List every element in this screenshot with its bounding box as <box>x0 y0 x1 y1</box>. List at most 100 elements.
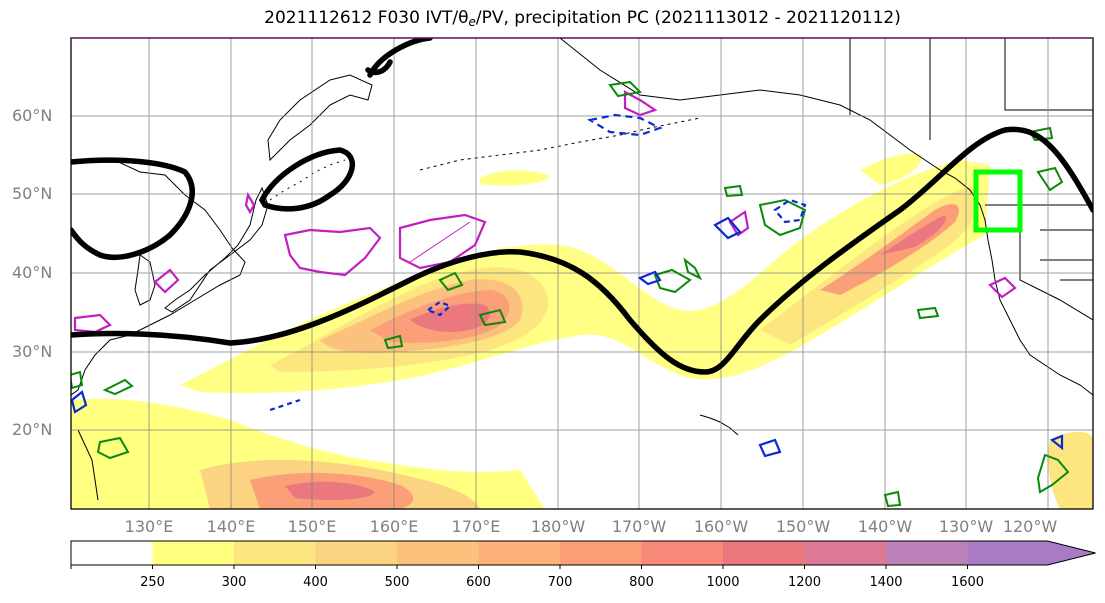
lat-label: 20°N <box>12 420 53 439</box>
pv-contour <box>71 390 88 414</box>
kamchatka <box>267 74 373 162</box>
canada-inner <box>849 38 1093 140</box>
colorbar-cell <box>886 541 968 565</box>
pv-contour <box>683 257 703 281</box>
colorbar-tick-label: 1400 <box>869 575 903 590</box>
ivt-southeast <box>1048 431 1093 509</box>
colorbar-tick-label: 700 <box>547 575 573 590</box>
pv-contour-dashed <box>773 198 807 224</box>
lon-label: 180°W <box>530 517 586 536</box>
lon-label: 150°E <box>287 517 337 536</box>
colorbar-tick-label: 1000 <box>706 575 740 590</box>
pv-contour <box>653 268 692 294</box>
colorbar-cell <box>478 541 561 565</box>
ivt-east-700 <box>880 215 946 255</box>
colorbar-tick-label: 800 <box>629 575 654 590</box>
theta-e-contour <box>988 276 1017 299</box>
pv-contours-positive <box>71 80 1070 508</box>
jet-north-contour <box>71 157 195 261</box>
pv-contour <box>1036 453 1070 494</box>
pv-contour <box>96 436 130 460</box>
lon-label: 160°E <box>369 517 419 536</box>
lon-label: 120°W <box>1002 517 1058 536</box>
kuril-chain <box>269 159 346 201</box>
pv-contour-dashed <box>586 113 663 137</box>
pv-contour <box>637 270 662 286</box>
pv-contour <box>438 271 464 292</box>
colorbar-tick-label: 300 <box>221 575 247 590</box>
theta-e-contour <box>623 90 658 117</box>
pv-contour <box>608 80 643 98</box>
colorbar-tick-label: 600 <box>466 575 491 590</box>
lat-label: 30°N <box>12 342 53 361</box>
pv-contour <box>102 378 134 396</box>
pv-contour <box>1028 126 1054 142</box>
colorbar-cell <box>641 541 724 565</box>
lon-label: 140°E <box>206 517 256 536</box>
pv-contour <box>758 198 807 237</box>
theta-e-contour <box>244 191 256 215</box>
jet-arctic-contour <box>365 38 433 78</box>
jet-main-contour <box>71 126 1093 375</box>
colorbar-cell <box>234 541 316 565</box>
pv-contour <box>1049 434 1064 451</box>
colorbar-tick-label: 250 <box>140 575 165 590</box>
philippines <box>77 429 99 501</box>
pv-contour <box>383 334 404 350</box>
lon-label: 130°W <box>938 517 994 536</box>
ivt-shading <box>71 153 1093 509</box>
alaska-coast <box>559 38 1093 396</box>
lon-label: 170°W <box>611 517 667 536</box>
ivt-band-800 <box>410 303 490 332</box>
colorbar-tick-label: 1600 <box>950 575 985 590</box>
lon-label: 130°E <box>124 517 174 536</box>
colorbar-cell <box>152 541 235 565</box>
gridlines <box>71 38 1093 509</box>
colorbar-extend-arrow <box>967 541 1096 565</box>
lon-label: 170°E <box>451 517 501 536</box>
theta-e-contour <box>283 226 382 277</box>
colorbar-tick-label: 1200 <box>787 575 822 590</box>
lon-label: 140°W <box>857 517 913 536</box>
pv-contour <box>758 438 782 458</box>
jet-arc-contour <box>258 147 356 212</box>
colorbar-cell <box>560 541 642 565</box>
pv-contour <box>723 184 744 198</box>
ivt-south-700 <box>285 481 375 500</box>
theta-e-contour <box>728 210 750 237</box>
lon-label: 150°W <box>775 517 831 536</box>
lat-label: 60°N <box>12 106 53 125</box>
theta-e-contours <box>73 90 1017 334</box>
colorbar-outline <box>70 540 1096 566</box>
lon-label: 160°W <box>693 517 749 536</box>
colorbar-cell <box>397 541 479 565</box>
pv-contour-dashed <box>425 300 453 317</box>
pv-contour <box>713 216 742 240</box>
theta-e-contour <box>73 313 112 334</box>
figure-title: 2021112612 F030 IVT/θe/PV, precipitation… <box>264 8 901 29</box>
pv-contour <box>883 490 902 508</box>
colorbar-cell <box>315 541 398 565</box>
target-region-box <box>973 169 1023 233</box>
colorbar-cell <box>71 541 153 565</box>
theta-e-contour <box>153 268 180 294</box>
jet-contours <box>71 38 1093 375</box>
japan <box>164 186 269 313</box>
lat-label: 40°N <box>12 263 53 282</box>
ivt-north-blob <box>480 170 550 186</box>
colorbar-tick-label: 500 <box>384 575 410 590</box>
colorbar-cell <box>723 541 805 565</box>
colorbar-cell <box>804 541 887 565</box>
pv-contours-negative <box>71 113 1064 458</box>
pv-contour <box>478 308 507 327</box>
us-states <box>1019 205 1093 321</box>
pv-contour <box>916 306 940 320</box>
colorbar-tick-label: 400 <box>303 575 328 590</box>
ivt-gulf-blob <box>860 153 921 185</box>
pv-contour <box>1036 166 1064 192</box>
lat-label: 50°N <box>12 184 53 203</box>
aleutians <box>419 117 701 171</box>
theta-e-contour <box>398 213 487 270</box>
